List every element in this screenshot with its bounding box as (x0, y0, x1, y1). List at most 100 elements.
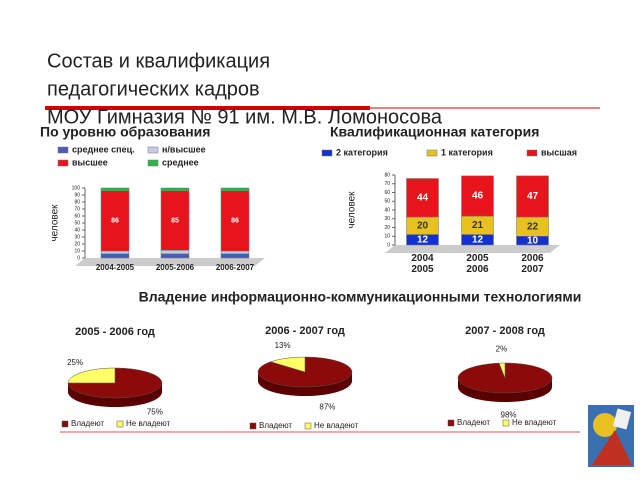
legend-swatch (526, 149, 538, 157)
y-tick-label: 70 (74, 206, 80, 212)
y-tick-label: 0 (77, 255, 80, 261)
chart-title: Квалификационная категория (330, 124, 539, 140)
legend-swatch (502, 419, 510, 427)
chart-title: 2005 - 2006 год (75, 326, 155, 338)
legend-label: среднее (162, 157, 199, 167)
legend-label: среднее спец. (72, 144, 135, 154)
y-tick-label: 30 (384, 216, 390, 222)
bar-segment (160, 253, 190, 259)
y-tick-label: 10 (384, 234, 390, 240)
legend-swatch (57, 159, 69, 167)
legend-label: Владеют (259, 421, 292, 430)
data-label: 86 (111, 218, 119, 225)
bar-segment (220, 250, 250, 255)
legend-label: 1 категория (441, 147, 493, 157)
decor (593, 413, 617, 437)
data-label: 75% (147, 407, 163, 416)
y-tick-label: 80 (384, 172, 390, 178)
bar-segment (516, 175, 549, 218)
legend-swatch (57, 146, 69, 154)
data-label: 47 (527, 191, 539, 202)
bar-segment (220, 187, 250, 192)
legend-label: н/высшее (162, 144, 206, 154)
y-tick-label: 40 (384, 207, 390, 213)
pie-slice (269, 356, 306, 373)
chart-title: 2006 - 2007 год (265, 325, 345, 337)
slide-title: педагогических кадров (47, 78, 260, 100)
legend-label: высшее (72, 157, 108, 167)
legend-swatch (447, 419, 455, 427)
bar-segment (220, 190, 250, 252)
data-label: 20 (417, 220, 429, 231)
data-label: 44 (417, 192, 429, 203)
y-tick-label: 20 (384, 225, 390, 231)
y-tick-label: 0 (387, 242, 390, 248)
decor-image (588, 405, 634, 467)
data-label: 25% (67, 358, 83, 367)
y-axis-label: человек (50, 204, 61, 242)
slide-title: Состав и квалификация (47, 50, 270, 72)
decor (612, 408, 632, 430)
x-tick-label: 2006 2007 (521, 253, 544, 275)
x-tick-label: 2005 2006 (466, 253, 489, 275)
y-tick-label: 80 (74, 199, 80, 205)
y-tick-label: 10 (74, 248, 80, 254)
y-tick-label: 60 (74, 213, 80, 219)
slide-title: МОУ Гимназия № 91 им. М.В. Ломоносова (47, 106, 443, 128)
y-tick-label: 90 (74, 192, 80, 198)
legend-swatch (147, 159, 159, 167)
data-label: 87% (319, 402, 335, 411)
bar-segment (406, 178, 439, 218)
y-axis-label: человек (347, 191, 358, 229)
bar-segment (220, 253, 250, 259)
x-tick-label: 2005-2006 (156, 263, 195, 272)
legend-label: 2 категория (336, 147, 388, 157)
data-label: 12 (417, 234, 429, 245)
data-label: 22 (527, 221, 539, 232)
y-tick-label: 30 (74, 234, 80, 240)
data-label: 21 (472, 220, 484, 231)
section-title: Владение информационно-коммуникационными… (139, 289, 582, 305)
legend-label: Не владеют (126, 419, 171, 428)
data-label: 2% (496, 345, 508, 354)
legend-swatch (304, 422, 312, 430)
legend-swatch (147, 146, 159, 154)
bar-segment (160, 250, 190, 255)
data-label: 46 (472, 191, 484, 202)
x-tick-label: 2004 2005 (411, 253, 434, 275)
decor (592, 430, 632, 465)
y-tick-label: 20 (74, 241, 80, 247)
bar-segment (160, 190, 190, 251)
data-label: 98% (501, 411, 517, 420)
bar-segment (100, 250, 130, 255)
data-label: 10 (527, 235, 539, 246)
plot-floor (75, 258, 265, 266)
x-tick-label: 2006-2007 (216, 263, 255, 272)
data-label: 13% (275, 341, 291, 350)
legend-label: Не владеют (512, 418, 557, 427)
legend-swatch (116, 420, 124, 428)
legend-label: высшая (541, 147, 577, 157)
bar-segment (100, 253, 130, 259)
legend-label: Владеют (71, 419, 104, 428)
data-label: 85 (171, 217, 179, 224)
legend-label: Владеют (457, 418, 490, 427)
data-label: 86 (231, 218, 239, 225)
plot-floor (385, 245, 560, 253)
chart-title: 2007 - 2008 год (465, 325, 545, 337)
y-tick-label: 50 (74, 220, 80, 226)
y-tick-label: 100 (72, 185, 81, 191)
bar-segment (100, 190, 130, 252)
x-tick-label: 2004-2005 (96, 263, 135, 272)
pie-slice (67, 367, 116, 384)
pie-slice (498, 362, 506, 379)
legend-swatch (249, 422, 257, 430)
bar-segment (160, 187, 190, 192)
legend-swatch (321, 149, 333, 157)
legend-label: Не владеют (314, 421, 359, 430)
y-tick-label: 40 (74, 227, 80, 233)
data-label: 12 (472, 234, 484, 245)
bar-segment (461, 175, 494, 217)
